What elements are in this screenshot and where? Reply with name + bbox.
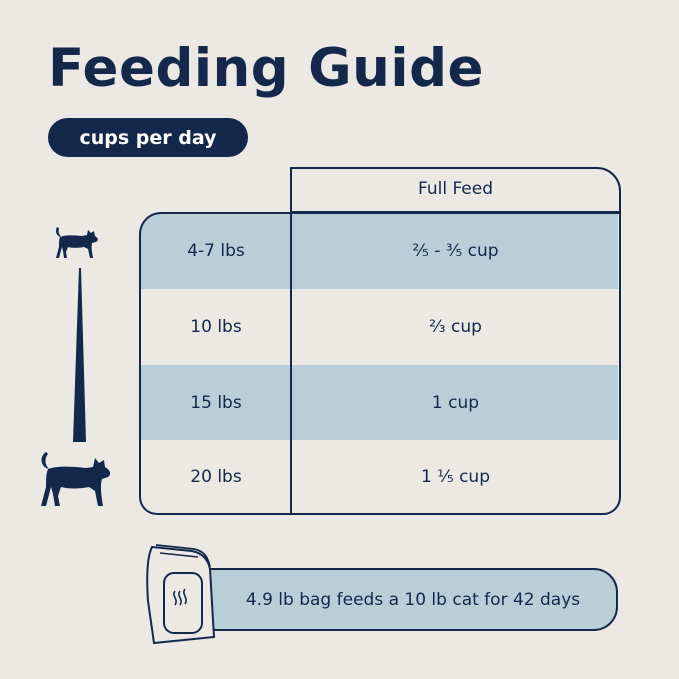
header-divider (290, 211, 620, 214)
amount-cell: ²⁄₃ cup (429, 317, 482, 337)
amount-cell: ²⁄₅ - ³⁄₅ cup (412, 241, 499, 261)
weight-cell: 15 lbs (190, 392, 242, 413)
row-bg-3 (141, 365, 618, 440)
page-title: Feeding Guide (48, 38, 484, 99)
bag-duration-note: 4.9 lb bag feeds a 10 lb cat for 42 days (210, 568, 618, 631)
weight-column-frame (139, 212, 291, 515)
large-cat-icon (41, 452, 111, 506)
amount-cell: 1 cup (431, 392, 480, 413)
bag-duration-text: 4.9 lb bag feeds a 10 lb cat for 42 days (245, 589, 581, 610)
amount-cell: 1 ¹⁄₅ cup (420, 466, 490, 487)
column-header-full-feed: Full Feed (417, 179, 494, 199)
food-bag-icon (146, 544, 216, 645)
size-scale-triangle (73, 268, 86, 442)
amount-column-frame (290, 167, 621, 515)
weight-cell: 10 lbs (190, 317, 242, 337)
unit-badge: cups per day (48, 118, 248, 157)
small-cat-icon (56, 227, 98, 258)
weight-cell: 20 lbs (190, 466, 242, 487)
row-bg-1 (141, 213, 618, 289)
weight-cell: 4-7 lbs (187, 241, 245, 261)
